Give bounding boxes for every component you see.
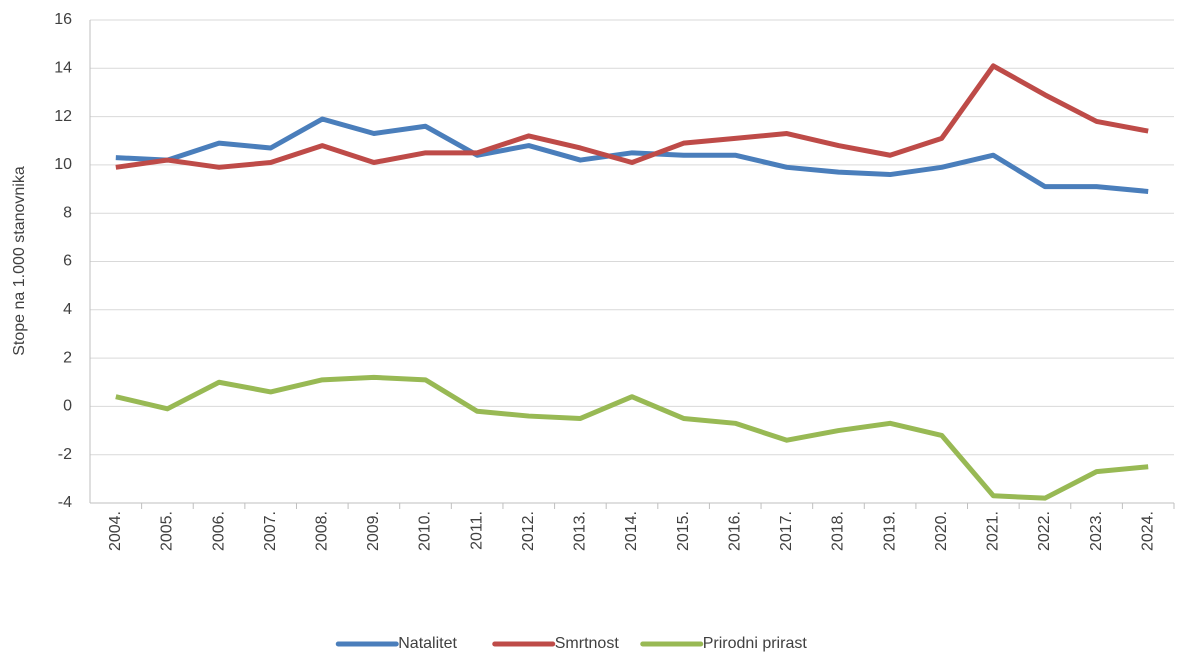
y-tick-label: -4 bbox=[58, 494, 72, 511]
series-line bbox=[115, 374, 1149, 501]
y-tick-label: 8 bbox=[63, 204, 72, 221]
x-tick-label: 2015. bbox=[675, 511, 692, 551]
x-tick-label: 2006. bbox=[210, 511, 227, 551]
y-tick-label: 12 bbox=[54, 108, 72, 125]
y-tick-label: 0 bbox=[63, 398, 72, 415]
x-tick-label: 2011. bbox=[468, 511, 485, 550]
x-tick-label: 2020. bbox=[933, 511, 950, 551]
series-line bbox=[115, 63, 1149, 170]
x-tick-label: 2012. bbox=[520, 511, 537, 551]
y-tick-label: 16 bbox=[54, 11, 72, 28]
x-tick-label: 2009. bbox=[365, 511, 382, 551]
x-tick-label: 2016. bbox=[726, 511, 743, 551]
y-tick-label: 6 bbox=[63, 253, 72, 270]
x-tick-label: 2022. bbox=[1036, 511, 1053, 551]
x-tick-label: 2014. bbox=[623, 511, 640, 551]
x-tick-label: 2008. bbox=[314, 511, 331, 551]
x-tick-label: 2013. bbox=[572, 511, 589, 551]
x-tick-label: 2019. bbox=[881, 511, 898, 551]
x-tick-label: 2018. bbox=[830, 511, 847, 551]
x-tick-label: 2017. bbox=[778, 511, 795, 551]
x-tick-label: 2010. bbox=[417, 511, 434, 551]
x-tick-label: 2007. bbox=[262, 511, 279, 551]
y-tick-label: 10 bbox=[54, 156, 72, 173]
y-tick-label: -2 bbox=[58, 446, 72, 463]
x-tick-label: 2021. bbox=[985, 511, 1002, 551]
x-tick-label: 2024. bbox=[1139, 511, 1156, 551]
x-tick-label: 2023. bbox=[1088, 511, 1105, 551]
y-tick-label: 4 bbox=[63, 301, 72, 318]
x-tick-label: 2005. bbox=[159, 511, 176, 551]
y-tick-label: 2 bbox=[63, 349, 72, 366]
x-tick-label: 2004. bbox=[107, 511, 124, 551]
legend-label: Natalitet bbox=[398, 635, 457, 652]
y-axis-title: Stope na 1.000 stanovnika bbox=[11, 166, 28, 356]
y-tick-label: 14 bbox=[54, 60, 72, 77]
series-line bbox=[115, 116, 1149, 194]
legend-label: Prirodni prirast bbox=[703, 635, 808, 652]
legend-label: Smrtnost bbox=[555, 635, 620, 652]
